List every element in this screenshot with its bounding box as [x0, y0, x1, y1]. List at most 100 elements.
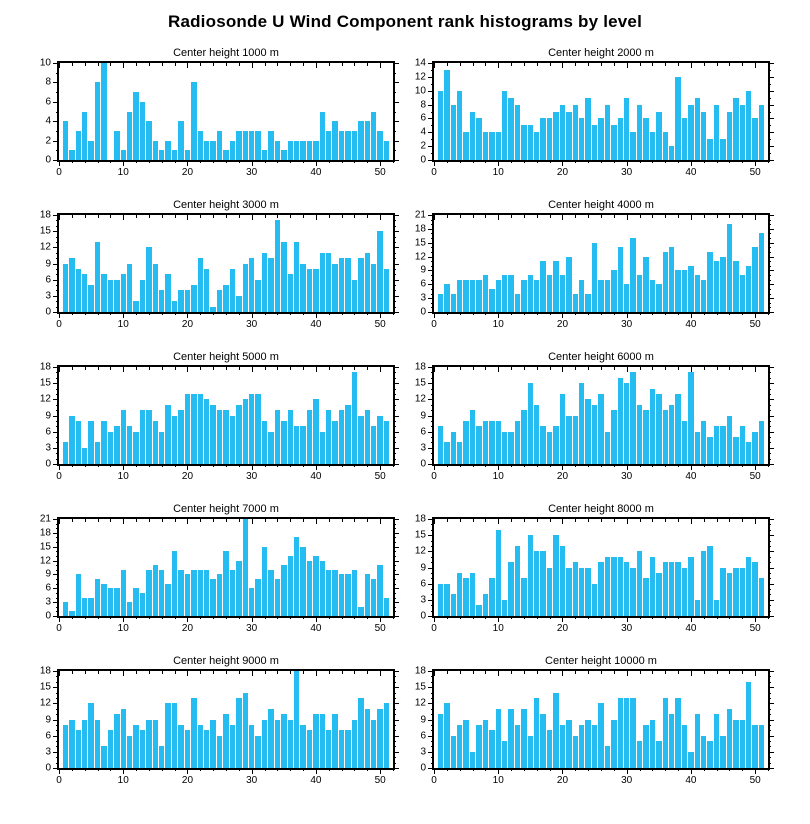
histogram-bar — [184, 730, 191, 768]
x-tick-bottom — [226, 768, 227, 771]
histogram-bar — [675, 76, 681, 160]
y-tick-label: 0 — [420, 610, 426, 622]
x-tick-top — [485, 215, 487, 218]
x-tick-top — [315, 63, 317, 68]
y-tick-left — [56, 741, 59, 743]
x-tick-top — [498, 215, 500, 220]
x-tick-bottom — [393, 312, 394, 315]
y-tick-right — [393, 383, 399, 385]
histogram-bar — [758, 104, 765, 160]
x-tick-bottom — [665, 464, 667, 467]
x-tick-top — [136, 215, 138, 218]
y-tick-left — [428, 671, 434, 672]
y-tick-right — [393, 160, 399, 161]
x-tick-bottom — [703, 160, 705, 163]
y-tick-right — [768, 256, 774, 258]
y-tick-right — [768, 420, 771, 422]
y-tick-left — [428, 703, 434, 705]
y-tick-right — [768, 714, 771, 716]
x-tick-top — [393, 367, 394, 370]
y-tick-left — [53, 546, 59, 548]
x-tick-bottom — [652, 464, 654, 467]
histogram-bar — [114, 714, 120, 768]
y-tick-right — [768, 270, 774, 272]
y-tick-left — [53, 247, 59, 249]
y-tick-right — [393, 415, 399, 417]
y-tick-left — [53, 532, 59, 534]
x-tick-top — [290, 519, 292, 522]
y-tick-right — [768, 605, 771, 607]
x-tick-bottom — [187, 160, 189, 166]
histogram-bar — [746, 265, 752, 312]
x-tick-bottom — [328, 768, 330, 771]
histogram-bar — [248, 724, 255, 768]
histogram-bar — [675, 393, 681, 464]
x-tick-label: 0 — [431, 319, 437, 330]
x-tick-top — [174, 671, 176, 674]
y-tick-right — [768, 751, 774, 753]
x-tick-top — [459, 671, 461, 674]
histogram-bar — [649, 279, 656, 312]
x-tick-top — [690, 367, 692, 372]
histogram-bar — [101, 746, 107, 768]
histogram-bar — [62, 121, 69, 160]
y-tick-left — [428, 215, 434, 216]
x-tick-bottom — [59, 160, 60, 166]
y-tick-left — [428, 132, 434, 134]
x-tick-label: 20 — [181, 167, 194, 178]
histogram-bar — [261, 719, 268, 768]
histogram-bar — [514, 545, 521, 616]
histogram-bar — [313, 555, 319, 616]
x-tick-top — [200, 215, 202, 218]
x-tick-bottom — [367, 312, 369, 315]
histogram-bar — [733, 97, 739, 160]
y-tick-left — [428, 535, 434, 537]
y-tick-right — [393, 420, 396, 422]
x-tick-bottom — [613, 312, 615, 315]
x-tick-top — [562, 63, 564, 68]
histogram-bar — [450, 594, 456, 616]
histogram-bar — [540, 426, 546, 464]
y-tick-left — [431, 388, 434, 390]
histogram-bar — [319, 560, 326, 616]
histogram-bar — [268, 258, 274, 312]
histogram-bar — [371, 426, 377, 464]
x-tick-bottom — [84, 616, 86, 619]
y-tick-right — [768, 97, 771, 99]
x-tick-bottom — [110, 616, 112, 619]
x-tick-bottom — [755, 160, 757, 166]
histogram-bar — [313, 399, 319, 464]
y-tick-right — [768, 583, 774, 585]
x-tick-label: 40 — [310, 623, 322, 634]
histogram-bar — [437, 90, 444, 160]
histogram-bar — [623, 697, 630, 768]
histogram-bar — [450, 431, 456, 464]
x-tick-top — [277, 63, 279, 66]
y-tick-label: 9 — [420, 264, 426, 276]
x-tick-top — [315, 367, 317, 372]
y-tick-right — [393, 252, 396, 254]
y-tick-label: 0 — [45, 154, 51, 166]
x-tick-bottom — [639, 464, 641, 467]
histogram-bar — [159, 290, 165, 312]
y-tick-left — [431, 453, 434, 455]
x-tick-bottom — [678, 768, 680, 771]
x-tick-top — [690, 63, 692, 68]
x-tick-top — [575, 671, 577, 674]
y-tick-left — [53, 751, 59, 753]
y-tick-left — [56, 714, 59, 716]
x-tick-bottom — [97, 616, 99, 619]
x-tick-bottom — [729, 312, 731, 315]
x-tick-top — [213, 367, 215, 370]
y-tick-left — [431, 746, 434, 748]
histogram-bar — [171, 301, 178, 312]
histogram-bar — [739, 719, 745, 768]
histogram-bar — [94, 442, 101, 464]
x-tick-bottom — [716, 160, 718, 163]
subplot-title: Center height 3000 m — [173, 199, 279, 211]
y-tick-right — [393, 63, 399, 64]
x-tick-bottom — [472, 312, 474, 315]
x-tick-bottom — [459, 768, 461, 771]
histogram-bar — [527, 125, 534, 160]
y-tick-label: 6 — [420, 278, 426, 290]
